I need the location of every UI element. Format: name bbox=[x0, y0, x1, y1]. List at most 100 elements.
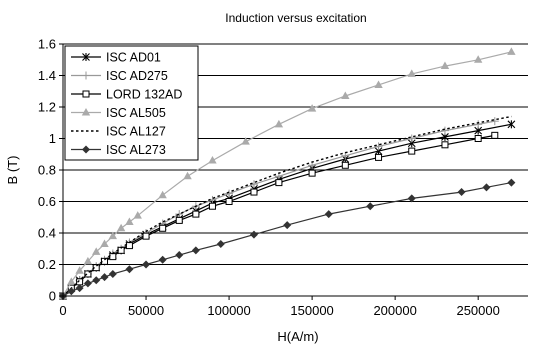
data-point bbox=[507, 120, 516, 129]
data-point bbox=[75, 266, 84, 274]
x-tick-label: 0 bbox=[59, 303, 66, 318]
data-point bbox=[116, 223, 126, 232]
data-point bbox=[441, 141, 449, 149]
data-point bbox=[474, 120, 483, 129]
data-point bbox=[366, 202, 375, 211]
data-point bbox=[108, 231, 118, 240]
data-point bbox=[67, 287, 76, 296]
y-tick-label: 1.2 bbox=[38, 100, 56, 115]
axes bbox=[59, 43, 528, 300]
y-tick-label: 1 bbox=[49, 131, 56, 146]
legend-item: ISC AL505 bbox=[71, 106, 166, 120]
data-point bbox=[275, 179, 283, 187]
data-point bbox=[159, 224, 167, 232]
data-point bbox=[507, 47, 516, 55]
data-point bbox=[241, 137, 250, 145]
data-point bbox=[158, 190, 167, 199]
data-point bbox=[81, 108, 91, 116]
data-point bbox=[142, 260, 151, 269]
data-point bbox=[507, 178, 516, 187]
chart-title: Induction versus excitation bbox=[225, 11, 366, 25]
data-point bbox=[92, 247, 101, 255]
series-line bbox=[62, 51, 512, 297]
data-point bbox=[374, 80, 383, 88]
legend: ISC AD01 ISC AD275 LORD 132AD ISC AL505 ISC … bbox=[64, 45, 199, 161]
data-point bbox=[183, 171, 192, 180]
data-point bbox=[490, 117, 499, 126]
data-point bbox=[341, 91, 350, 99]
data-point bbox=[82, 90, 90, 98]
legend-item: LORD 132AD bbox=[71, 88, 182, 102]
data-point bbox=[175, 216, 183, 224]
data-point bbox=[375, 153, 383, 161]
data-point bbox=[274, 119, 284, 128]
data-point bbox=[158, 255, 167, 264]
data-point bbox=[250, 188, 258, 196]
x-tick-label: 100000 bbox=[207, 303, 250, 318]
data-point bbox=[92, 264, 100, 272]
data-point bbox=[83, 279, 92, 288]
tick-labels: 0 0.2 0.4 0.6 0.8 1 1.2 1.4 1.6 0 50000 100000 15000… bbox=[38, 37, 500, 319]
data-point bbox=[100, 273, 109, 282]
data-point bbox=[408, 147, 416, 155]
data-point bbox=[175, 210, 184, 219]
legend-item: ISC AD275 bbox=[71, 69, 168, 83]
data-point bbox=[407, 69, 416, 77]
data-point bbox=[407, 134, 416, 143]
data-point bbox=[125, 265, 134, 274]
data-point bbox=[109, 253, 117, 261]
data-point bbox=[133, 211, 142, 219]
legend-label: ISC AL505 bbox=[106, 106, 166, 120]
data-point bbox=[67, 277, 76, 285]
data-point bbox=[324, 210, 333, 219]
data-point bbox=[125, 242, 133, 250]
y-tick-label: 0.8 bbox=[38, 163, 56, 178]
data-point bbox=[192, 210, 200, 218]
data-point bbox=[75, 284, 84, 293]
y-tick-label: 0.2 bbox=[38, 257, 56, 272]
data-point bbox=[341, 161, 349, 169]
data-point bbox=[125, 217, 134, 225]
data-point bbox=[175, 251, 184, 260]
series-layer bbox=[58, 47, 516, 300]
data-point bbox=[491, 131, 499, 139]
legend-box bbox=[64, 45, 199, 161]
x-tick-label: 250000 bbox=[456, 303, 499, 318]
data-point bbox=[225, 198, 233, 205]
legend-label: ISC AL127 bbox=[106, 125, 166, 139]
legend-label: ISC AL273 bbox=[106, 143, 166, 157]
data-point bbox=[249, 230, 258, 239]
data-point bbox=[82, 71, 90, 80]
legend-label: ISC AD275 bbox=[106, 69, 168, 83]
data-point bbox=[225, 189, 234, 198]
data-point bbox=[440, 61, 450, 70]
y-axis-label: B (T) bbox=[5, 156, 20, 185]
data-point bbox=[142, 232, 150, 240]
data-point bbox=[208, 202, 216, 210]
x-axis-label: H(A/m) bbox=[277, 329, 318, 344]
data-point bbox=[482, 183, 491, 192]
x-tick-label: 200000 bbox=[373, 303, 416, 318]
y-tick-label: 0 bbox=[49, 289, 56, 304]
data-point bbox=[208, 156, 217, 164]
legend-label: ISC AD01 bbox=[106, 51, 161, 65]
data-point bbox=[216, 240, 225, 249]
data-point bbox=[457, 188, 466, 197]
legend-label: LORD 132AD bbox=[106, 88, 182, 102]
series-isc-al505 bbox=[58, 47, 516, 299]
series-isc-al273 bbox=[59, 178, 516, 300]
data-point bbox=[474, 135, 482, 142]
y-tick-label: 0.6 bbox=[38, 194, 56, 209]
series-line bbox=[62, 182, 512, 297]
legend-item: ISC AL127 bbox=[71, 125, 166, 139]
data-point bbox=[108, 269, 117, 278]
y-tick-label: 0.4 bbox=[38, 226, 56, 241]
data-point bbox=[374, 142, 383, 151]
data-point bbox=[82, 145, 90, 154]
legend-item: ISC AL273 bbox=[71, 143, 166, 157]
x-tick-label: 150000 bbox=[290, 303, 333, 318]
data-point bbox=[191, 246, 200, 255]
data-point bbox=[407, 194, 416, 203]
y-tick-label: 1.6 bbox=[38, 37, 56, 52]
